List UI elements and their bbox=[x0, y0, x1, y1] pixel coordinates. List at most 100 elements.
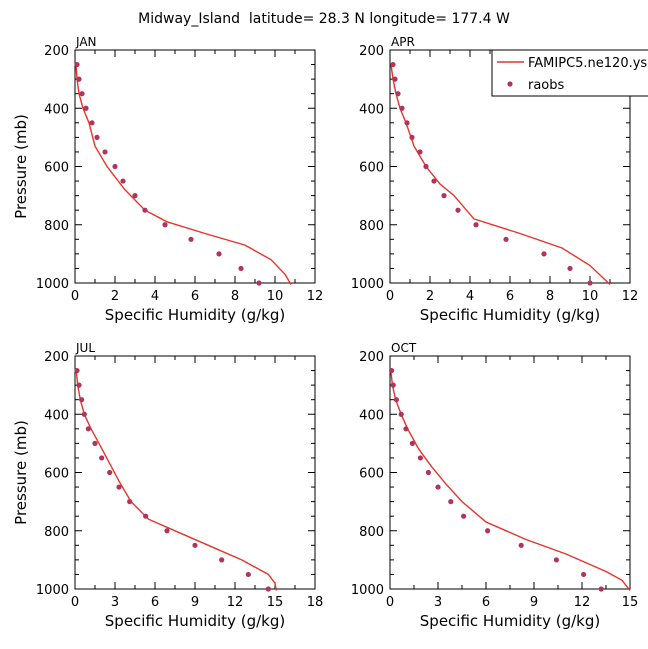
panel-jul-obs-point bbox=[74, 367, 80, 374]
panel-jul-ytick-label: 1000 bbox=[36, 583, 69, 598]
panel-jul-xlabel: Specific Humidity (g/kg) bbox=[105, 612, 285, 630]
panel-jul-xtick-label: 3 bbox=[111, 595, 119, 610]
panel-oct-ytick-label: 400 bbox=[359, 408, 384, 423]
panel-jul-ytick-label: 200 bbox=[44, 350, 69, 365]
panel-oct-xlabel: Specific Humidity (g/kg) bbox=[420, 612, 600, 630]
panel-apr-obs-point bbox=[441, 193, 447, 199]
panel-apr-ytick-label: 1000 bbox=[351, 277, 384, 292]
panel-apr-xtick-label: 10 bbox=[582, 289, 599, 304]
panel-apr-ytick-label: 400 bbox=[359, 102, 384, 117]
panel-apr-label: APR bbox=[391, 35, 415, 49]
panel-jul-xtick-label: 6 bbox=[151, 595, 159, 610]
panel-jul-xtick-label: 12 bbox=[227, 595, 244, 610]
panel-jul-obs-point bbox=[265, 586, 271, 592]
panel-jul-ylabel: Pressure (mb) bbox=[12, 420, 30, 525]
legend-obs-label: raobs bbox=[528, 78, 565, 93]
panel-jan-obs-point bbox=[94, 134, 100, 140]
figure-title: Midway_Island latitude= 28.3 N longitude… bbox=[138, 11, 510, 27]
panel-apr-obs-point bbox=[417, 149, 423, 155]
panel-jan-obs-point bbox=[74, 61, 80, 68]
panel-jan-obs-point bbox=[238, 265, 244, 272]
panel-oct-ytick-label: 600 bbox=[359, 467, 384, 482]
panel-oct-ytick-label: 200 bbox=[359, 350, 384, 365]
panel-jul-obs-point bbox=[76, 382, 82, 388]
panel-apr-xtick-label: 4 bbox=[466, 289, 474, 304]
panel-apr-obs-point bbox=[503, 236, 509, 242]
panel-jul-xtick-label: 18 bbox=[307, 595, 324, 610]
panel-oct-obs-point bbox=[461, 513, 467, 519]
panel-jan-xlabel: Specific Humidity (g/kg) bbox=[105, 306, 285, 324]
panel-oct-obs-point bbox=[581, 571, 587, 578]
panel-oct-obs-point bbox=[409, 440, 415, 446]
panel-oct-obs-point bbox=[425, 469, 431, 476]
panel-jul-obs-point bbox=[116, 484, 122, 490]
panel-jan-obs-point bbox=[162, 222, 168, 228]
panel-oct-ytick-label: 800 bbox=[359, 525, 384, 540]
panel-jan-ytick-label: 1000 bbox=[36, 277, 69, 292]
panel-jul-obs-point bbox=[127, 499, 133, 505]
panel-jan-obs-point bbox=[120, 178, 126, 184]
panel-oct-obs-point bbox=[435, 484, 441, 490]
panel-jan-xtick-label: 2 bbox=[111, 289, 119, 304]
panel-jul-ytick-label: 400 bbox=[44, 408, 69, 423]
panel-apr-ytick-label: 600 bbox=[359, 161, 384, 176]
panel-jul-ytick-label: 600 bbox=[44, 467, 69, 482]
panel-apr-obs-point bbox=[455, 207, 461, 213]
panel-apr-xlabel: Specific Humidity (g/kg) bbox=[420, 306, 600, 324]
panel-jan-ylabel: Pressure (mb) bbox=[12, 114, 30, 219]
legend-box bbox=[491, 49, 648, 97]
panel-jan-xtick-label: 10 bbox=[267, 289, 284, 304]
panel-oct-obs-point bbox=[448, 499, 454, 505]
panel-apr-ytick-label: 800 bbox=[359, 219, 384, 234]
panel-apr-obs-point bbox=[409, 134, 415, 140]
panel-oct-xtick-label: 9 bbox=[530, 595, 538, 610]
panel-apr-obs-point bbox=[587, 280, 593, 286]
panel-jul-obs-point bbox=[164, 528, 170, 534]
panel-jul-label: JUL bbox=[75, 341, 95, 355]
panel-jan-obs-point bbox=[89, 120, 95, 126]
panel-oct-obs-point bbox=[518, 542, 524, 548]
legend-obs-swatch bbox=[507, 81, 513, 87]
panel-apr-xtick-label: 6 bbox=[506, 289, 514, 304]
panel-jan-xtick-label: 4 bbox=[151, 289, 159, 304]
panel-jul-obs-point bbox=[143, 513, 149, 519]
panel-jan-obs-point bbox=[216, 251, 222, 257]
panel-oct-obs-point bbox=[390, 382, 396, 388]
panel-apr-obs-point bbox=[390, 61, 396, 68]
panel-apr-obs-point bbox=[399, 105, 405, 111]
panel-oct-xtick-label: 0 bbox=[386, 595, 394, 610]
panel-oct-obs-point bbox=[598, 586, 604, 592]
panel-apr-obs-point bbox=[423, 163, 429, 170]
panel-apr-obs-point bbox=[541, 251, 547, 257]
panel-apr-model-line bbox=[390, 64, 611, 286]
panel-jan-ytick-label: 800 bbox=[44, 219, 69, 234]
panel-apr-obs-point bbox=[473, 222, 479, 228]
panel-jan-ytick-label: 600 bbox=[44, 161, 69, 176]
panel-oct-obs-point bbox=[389, 367, 395, 374]
panel-jan-ytick-label: 400 bbox=[44, 102, 69, 117]
panel-oct-xtick-label: 3 bbox=[434, 595, 442, 610]
panel-jul-xtick-label: 15 bbox=[267, 595, 284, 610]
panel-jan-obs-point bbox=[79, 91, 85, 97]
panel-jul-obs-point bbox=[245, 571, 251, 578]
panel-apr-xtick-label: 8 bbox=[546, 289, 554, 304]
panel-oct-xtick-label: 6 bbox=[482, 595, 490, 610]
panel-jan-obs-point bbox=[132, 193, 138, 199]
panel-jan-obs-point bbox=[142, 207, 148, 213]
panel-apr-xtick-label: 0 bbox=[386, 289, 394, 304]
panel-apr-obs-point bbox=[404, 120, 410, 126]
panel-apr-xtick-label: 12 bbox=[622, 289, 639, 304]
panel-jan-obs-point bbox=[83, 105, 89, 111]
panel-jul-obs-point bbox=[192, 542, 198, 548]
panel-oct-ytick-label: 1000 bbox=[351, 583, 384, 598]
panel-jan-obs-point bbox=[102, 149, 108, 155]
panel-jan-label: JAN bbox=[75, 35, 97, 49]
panel-jul-xtick-label: 9 bbox=[191, 595, 199, 610]
panel-jul-xtick-label: 0 bbox=[71, 595, 79, 610]
panel-apr-obs-point bbox=[395, 91, 401, 97]
panel-jan-xtick-label: 8 bbox=[231, 289, 239, 304]
panel-jan-xtick-label: 0 bbox=[71, 289, 79, 304]
panel-jul-obs-point bbox=[99, 455, 105, 461]
panel-jan-obs-point bbox=[112, 163, 118, 170]
